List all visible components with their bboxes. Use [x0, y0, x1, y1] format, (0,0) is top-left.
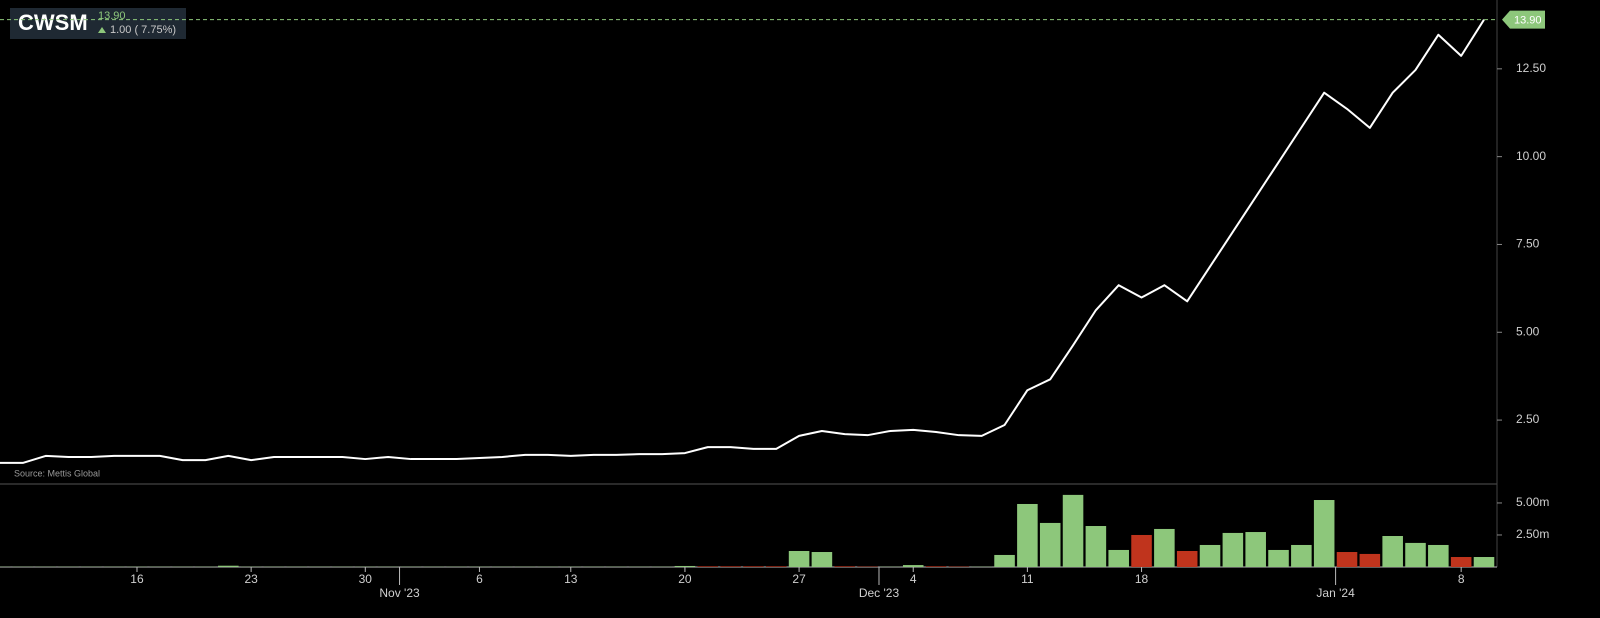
up-arrow — [98, 27, 106, 33]
x-tick-label: Nov '23 — [379, 586, 420, 600]
volume-bar — [1313, 500, 1335, 567]
volume-bar — [1154, 528, 1175, 567]
volume-bar — [1245, 532, 1266, 567]
x-tick-label: 8 — [1458, 572, 1465, 586]
volume-bar — [1405, 542, 1426, 567]
volume-bar — [1336, 552, 1358, 567]
last-price-tag — [1502, 10, 1545, 29]
x-tick-label: 11 — [1021, 572, 1034, 586]
volume-bar — [1222, 532, 1244, 567]
volume-bar — [1268, 549, 1289, 567]
volume-bar — [720, 566, 741, 567]
volume-bar — [1108, 549, 1129, 567]
volume-bar — [1131, 534, 1152, 567]
volume-bar — [1291, 544, 1312, 567]
x-tick-label: 6 — [476, 572, 483, 586]
volume-bar — [697, 566, 719, 567]
volume-bar — [902, 565, 924, 567]
volume-bar — [1359, 553, 1381, 567]
x-tick-label: 20 — [678, 572, 692, 586]
y-tick-label: 5.00 — [1516, 324, 1540, 338]
y-tick-label: 12.50 — [1516, 61, 1546, 75]
volume-bar — [1017, 503, 1038, 567]
volume-bar — [811, 552, 833, 567]
volume-bar — [674, 565, 696, 567]
volume-bar — [1199, 544, 1221, 567]
volume-bar — [1450, 557, 1472, 567]
x-tick-label: 27 — [792, 572, 806, 586]
x-tick-label: 18 — [1135, 572, 1149, 586]
last-price: 13.90 — [98, 10, 126, 22]
volume-bar — [765, 566, 787, 567]
x-tick-label: 16 — [130, 572, 144, 586]
symbol-box — [10, 8, 186, 39]
source: Source: Mettis Global — [14, 468, 100, 478]
volume-bar — [1176, 550, 1198, 567]
volume-bar — [1062, 494, 1084, 567]
x-tick-label: Dec '23 — [859, 586, 900, 600]
volume-bar — [925, 566, 947, 567]
price-line — [0, 19, 1485, 464]
volume-bar — [834, 566, 856, 567]
volume-bar — [218, 565, 239, 567]
y-tick-label: 7.50 — [1516, 237, 1540, 251]
volume-bar — [743, 566, 764, 567]
x-tick-label: 4 — [910, 572, 917, 586]
volume-bar — [1039, 522, 1061, 567]
x-tick-label: Jan '24 — [1316, 586, 1355, 600]
price-change: 1.00 ( 7.75%) — [110, 24, 176, 36]
last-price-tag-label: 13.90 — [1514, 15, 1542, 27]
x-tick-label: 23 — [244, 572, 258, 586]
symbol: CWSM — [18, 10, 88, 35]
y-tick-label: 10.00 — [1516, 149, 1546, 163]
x-tick-label: 13 — [564, 572, 578, 586]
volume-bar — [1085, 526, 1107, 567]
volume-bar — [788, 550, 810, 567]
y-tick-label: 5.00m — [1516, 495, 1549, 509]
y-tick-label: 2.50m — [1516, 527, 1549, 541]
x-tick-label: 30 — [359, 572, 373, 586]
volume-bar — [994, 554, 1015, 567]
y-tick-label: 2.50 — [1516, 412, 1540, 426]
volume-bar — [1428, 544, 1449, 567]
volume-bar — [1382, 536, 1403, 567]
volume-bar — [1473, 557, 1495, 567]
